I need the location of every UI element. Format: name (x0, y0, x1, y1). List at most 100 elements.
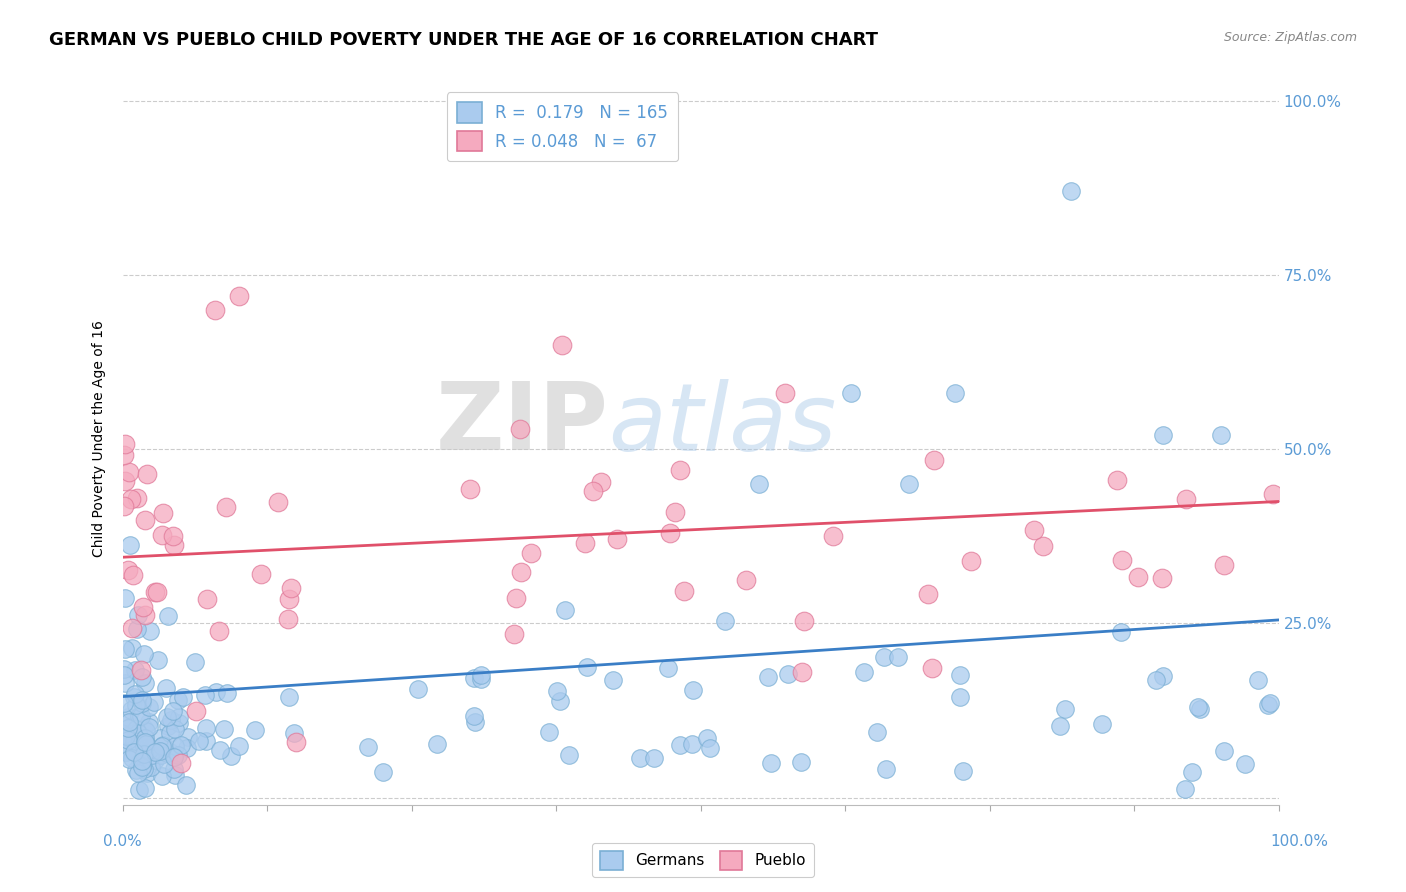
Point (1188, 701, 1211, 715)
Point (159, 726, 181, 740)
Point (195, 592, 218, 607)
Point (114, 641, 136, 656)
Point (150, 528, 173, 542)
Point (887, 649, 910, 664)
Point (509, 422, 531, 436)
Point (170, 738, 193, 752)
Point (114, 474, 136, 488)
Point (215, 686, 238, 700)
Point (464, 715, 486, 730)
Point (114, 745, 136, 759)
Point (1257, 698, 1279, 712)
Point (589, 475, 612, 489)
Point (143, 746, 166, 760)
Point (664, 505, 686, 519)
Point (873, 650, 896, 665)
Point (548, 693, 571, 707)
Point (1150, 570, 1173, 584)
Point (917, 587, 939, 601)
Point (134, 724, 156, 739)
Point (669, 463, 692, 477)
Point (131, 758, 153, 772)
Point (866, 725, 889, 739)
Point (1111, 553, 1133, 567)
Point (127, 726, 149, 740)
Point (558, 748, 581, 763)
Point (1152, 669, 1174, 683)
Point (1213, 558, 1236, 573)
Point (150, 748, 173, 763)
Point (132, 721, 155, 735)
Point (141, 747, 163, 762)
Point (118, 538, 141, 552)
Point (1032, 539, 1054, 553)
Point (115, 729, 138, 743)
Text: 100.0%: 100.0% (1271, 834, 1329, 848)
Point (121, 750, 143, 764)
Point (121, 641, 143, 656)
Point (790, 665, 813, 680)
Point (195, 721, 218, 735)
Point (186, 705, 208, 719)
Point (228, 739, 250, 753)
Point (245, 723, 267, 737)
Text: Source: ZipAtlas.com: Source: ZipAtlas.com (1223, 31, 1357, 45)
Point (159, 745, 181, 759)
Point (122, 734, 145, 748)
Point (606, 532, 628, 546)
Point (1144, 673, 1167, 687)
Point (143, 585, 166, 599)
Point (132, 747, 155, 762)
Point (117, 721, 139, 735)
Point (187, 733, 209, 747)
Point (681, 738, 703, 752)
Point (509, 565, 531, 579)
Point (117, 714, 139, 729)
Point (773, 386, 796, 401)
Point (114, 591, 136, 605)
Point (406, 682, 429, 697)
Point (114, 676, 136, 690)
Point (1053, 702, 1076, 716)
Point (127, 766, 149, 780)
Point (628, 751, 651, 765)
Point (602, 673, 624, 687)
Point (1107, 473, 1129, 487)
Point (163, 750, 186, 764)
Point (131, 696, 153, 710)
Point (117, 732, 139, 747)
Y-axis label: Child Poverty Under the Age of 16: Child Poverty Under the Age of 16 (93, 320, 107, 558)
Text: 0.0%: 0.0% (103, 834, 142, 848)
Point (1234, 756, 1257, 771)
Point (184, 655, 207, 669)
Point (278, 591, 301, 606)
Point (1258, 697, 1281, 711)
Point (127, 608, 149, 623)
Point (165, 723, 187, 737)
Point (735, 574, 758, 588)
Point (1091, 716, 1114, 731)
Point (129, 663, 152, 677)
Point (952, 764, 974, 779)
Point (943, 386, 966, 401)
Point (134, 647, 156, 661)
Point (128, 708, 150, 723)
Point (1174, 782, 1197, 797)
Point (128, 783, 150, 797)
Point (582, 483, 605, 498)
Point (209, 743, 232, 757)
Text: atlas: atlas (609, 378, 837, 469)
Point (1109, 625, 1132, 640)
Point (153, 757, 176, 772)
Point (132, 763, 155, 777)
Point (922, 453, 945, 467)
Point (152, 739, 174, 753)
Point (177, 730, 200, 744)
Point (162, 529, 184, 543)
Point (426, 738, 449, 752)
Point (149, 744, 172, 758)
Point (1261, 487, 1284, 501)
Point (551, 337, 574, 351)
Point (156, 719, 179, 733)
Point (120, 492, 142, 507)
